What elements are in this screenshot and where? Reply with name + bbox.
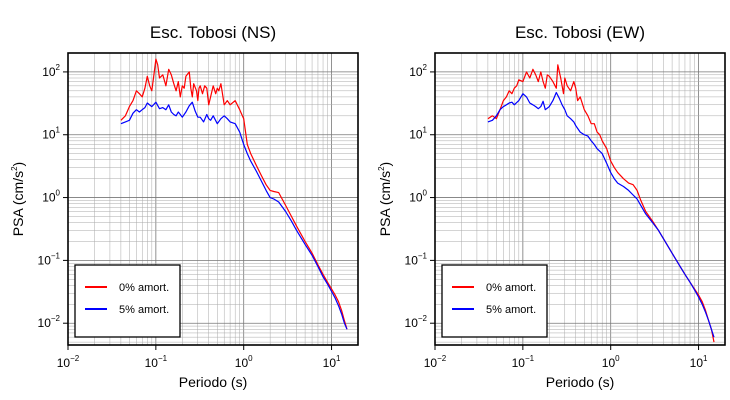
- chart-title: Esc. Tobosi (NS): [150, 23, 276, 42]
- y-tick-exp: 0: [423, 189, 428, 198]
- y-tick-exp: −2: [418, 314, 428, 323]
- legend-box: [74, 264, 181, 338]
- y-tick-label: 100: [409, 189, 427, 205]
- x-tick-label: 101: [323, 354, 341, 370]
- x-tick-label: 10−1: [145, 354, 168, 370]
- x-axis-label: Periodo (s): [179, 374, 247, 390]
- y-tick-label: 102: [409, 63, 427, 79]
- x-tick-base: 10: [690, 356, 704, 370]
- y-tick-exp: −1: [51, 251, 61, 260]
- y-tick-label: 10−2: [38, 314, 61, 330]
- chart-title: Esc. Tobosi (EW): [515, 23, 645, 42]
- legend-label: 5% amort.: [486, 304, 536, 316]
- y-tick-base: 10: [42, 65, 56, 79]
- x-tick-exp: −1: [525, 354, 535, 363]
- y-tick-exp: 2: [56, 63, 61, 72]
- y-tick-label: 101: [42, 126, 60, 142]
- y-tick-base: 10: [409, 128, 423, 142]
- y-tick-label: 100: [42, 189, 60, 205]
- plot-frame: [434, 52, 726, 346]
- legend-box: [441, 264, 548, 338]
- grid: [434, 52, 726, 345]
- y-axis-label-end: ): [377, 162, 393, 167]
- y-axis-label-end: ): [10, 162, 26, 167]
- x-tick-base: 10: [602, 356, 616, 370]
- y-axis-label-sup: 2: [10, 166, 19, 171]
- x-tick-base: 10: [145, 356, 159, 370]
- x-tick-exp: 0: [615, 354, 620, 363]
- y-tick-base: 10: [42, 191, 56, 205]
- legend-label: 5% amort.: [119, 304, 169, 316]
- y-tick-label: 10−1: [405, 251, 428, 267]
- legend-label: 0% amort.: [486, 282, 536, 294]
- y-tick-base: 10: [42, 128, 56, 142]
- y-tick-base: 10: [38, 316, 52, 330]
- y-tick-label: 10−1: [38, 251, 61, 267]
- legend: 0% amort. 5% amort.: [74, 264, 181, 338]
- y-axis-label: PSA (cm/s2): [377, 162, 393, 236]
- y-tick-exp: 1: [56, 126, 61, 135]
- x-axis-label: Periodo (s): [546, 374, 614, 390]
- legend-label: 0% amort.: [119, 282, 169, 294]
- x-tick-label: 10−1: [512, 354, 535, 370]
- x-tick-base: 10: [57, 356, 71, 370]
- series-line-amort-5: [120, 101, 348, 330]
- x-tick-base: 10: [235, 356, 249, 370]
- y-tick-exp: −1: [418, 251, 428, 260]
- x-tick-base: 10: [323, 356, 337, 370]
- y-axis-label-base: PSA (cm/s: [377, 171, 393, 236]
- y-tick-base: 10: [38, 253, 52, 267]
- x-tick-exp: 0: [248, 354, 253, 363]
- y-tick-base: 10: [405, 316, 419, 330]
- x-tick-exp: 1: [703, 354, 708, 363]
- plot-frame: [67, 52, 359, 346]
- grid: [67, 52, 359, 345]
- x-tick-exp: −2: [70, 354, 80, 363]
- x-tick-label: 100: [602, 354, 620, 370]
- series-line-amort-5: [487, 91, 715, 338]
- legend: 0% amort. 5% amort.: [441, 264, 548, 338]
- x-tick-exp: −1: [158, 354, 168, 363]
- x-tick-label: 10−2: [424, 354, 447, 370]
- y-axis-label-base: PSA (cm/s: [10, 171, 26, 236]
- y-tick-base: 10: [409, 191, 423, 205]
- x-tick-label: 101: [690, 354, 708, 370]
- x-tick-label: 100: [235, 354, 253, 370]
- y-tick-exp: 0: [56, 189, 61, 198]
- x-tick-exp: 1: [336, 354, 341, 363]
- y-axis-label-sup: 2: [377, 166, 386, 171]
- y-tick-exp: 2: [423, 63, 428, 72]
- y-tick-label: 101: [409, 126, 427, 142]
- series-line-amort-0: [120, 58, 348, 330]
- y-tick-base: 10: [405, 253, 419, 267]
- x-tick-base: 10: [512, 356, 526, 370]
- y-tick-label: 10−2: [405, 314, 428, 330]
- x-tick-label: 10−2: [57, 354, 80, 370]
- y-tick-exp: −2: [51, 314, 61, 323]
- x-tick-base: 10: [424, 356, 438, 370]
- y-tick-label: 102: [42, 63, 60, 79]
- x-tick-exp: −2: [437, 354, 447, 363]
- y-tick-exp: 1: [423, 126, 428, 135]
- y-axis-label: PSA (cm/s2): [10, 162, 26, 236]
- y-tick-base: 10: [409, 65, 423, 79]
